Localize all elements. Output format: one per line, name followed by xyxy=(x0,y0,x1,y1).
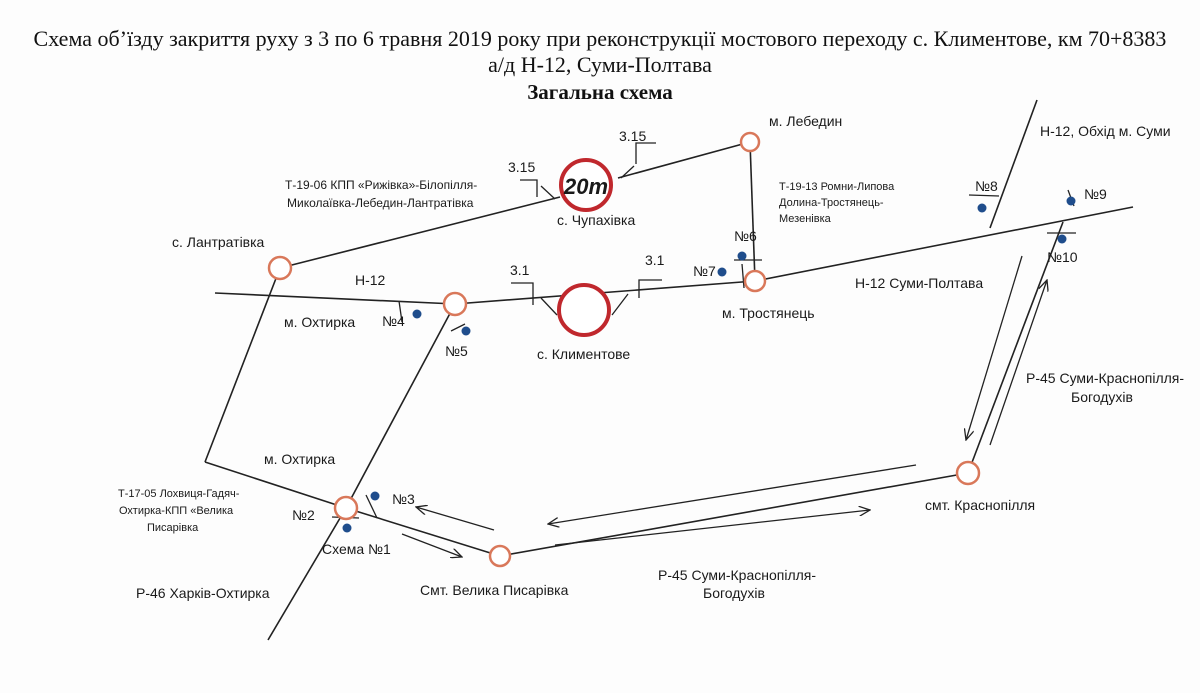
marker-n7 xyxy=(717,267,727,277)
sign-labels: 3.15 3.15 3.1 3.1 xyxy=(508,128,665,278)
weight-limit-sign xyxy=(559,158,613,212)
label-lebedyn: м. Лебедин xyxy=(769,113,842,129)
place-labels: м. Лебедин с. Чупахівка с. Лантратівка м… xyxy=(172,113,1035,598)
label-n7: №7 xyxy=(693,263,716,279)
label-klymentove: с. Климентове xyxy=(537,346,630,362)
arrow-east-1 xyxy=(554,510,870,546)
label-t1705-1: Т-17-05 Лохвиця-Гадяч- xyxy=(118,488,240,500)
marker-n2 xyxy=(342,523,352,533)
marker-n8 xyxy=(977,203,987,213)
node-krasnopillia xyxy=(955,460,981,486)
arrow-north-r45 xyxy=(989,280,1047,446)
label-sign-3-1-left: 3.1 xyxy=(510,262,530,278)
marker-n4 xyxy=(412,309,422,319)
node-okhtyrka-north xyxy=(442,291,468,317)
label-n10: №10 xyxy=(1047,249,1078,265)
label-p45-right-2: Богодухів xyxy=(1071,389,1133,405)
road-h12-bypass xyxy=(989,99,1038,229)
label-n3: №3 xyxy=(392,491,415,507)
arrow-to-okhtyrka xyxy=(416,507,495,531)
label-trostianets: м. Тростянець xyxy=(722,305,815,321)
point-markers xyxy=(342,196,1076,533)
road-labels: Т-19-06 КПП «Рижівка»-Білопілля- Миколаї… xyxy=(118,123,1184,601)
settlement-nodes xyxy=(267,131,981,568)
road-okhtyrka-west xyxy=(204,461,347,509)
node-lantrativka xyxy=(267,255,293,281)
marker-n9 xyxy=(1066,196,1076,206)
label-n9: №9 xyxy=(1084,186,1107,202)
marker-n6 xyxy=(737,251,747,261)
node-trostianets xyxy=(743,269,767,293)
label-h12-sp: Н-12 Суми-Полтава xyxy=(855,275,983,291)
arrow-south-r45 xyxy=(966,255,1023,440)
map-title-road: а/д Н-12, Суми-Полтава xyxy=(488,52,712,77)
road-t1913 xyxy=(749,141,756,282)
label-n5: №5 xyxy=(445,343,468,359)
road-p45-east xyxy=(967,221,1064,474)
label-t1913-1: Т-19-13 Ромни-Липова xyxy=(779,181,895,193)
road-p46 xyxy=(267,507,347,641)
label-okhtyrka-north: м. Охтирка xyxy=(284,314,355,330)
label-chupakhivka: с. Чупахівка xyxy=(557,212,635,228)
road-t1906-west xyxy=(279,196,561,269)
bridge-closure-circle xyxy=(557,283,611,337)
label-sign-3-15-right: 3.15 xyxy=(619,128,646,144)
marker-n5 xyxy=(461,326,471,336)
node-lebedyn xyxy=(739,131,761,153)
label-okhtyrka-south: м. Охтирка xyxy=(264,451,335,467)
sign-3-15-left xyxy=(520,179,538,197)
node-pysarivka xyxy=(488,544,512,568)
label-sign-3-15-left: 3.15 xyxy=(508,159,535,175)
road-lantrativka-south xyxy=(204,267,281,463)
label-n4: №4 xyxy=(382,313,405,329)
label-scheme-1: Схема №1 xyxy=(322,541,391,557)
label-n8: №8 xyxy=(975,178,998,194)
point-labels: №2 №3 №4 №5 №6 №7 №8 №9 №10 Схема №1 xyxy=(292,178,1107,557)
label-t1913-3: Мезенівка xyxy=(779,213,832,225)
label-pysarivka: Смт. Велика Писарівка xyxy=(420,582,569,598)
label-t1913-2: Долина-Тростянець- xyxy=(779,197,884,209)
label-t1906-2: Миколаївка-Лебедин-Лантратівка xyxy=(287,196,474,210)
road-t1705 xyxy=(345,303,456,509)
label-h12: Н-12 xyxy=(355,272,386,288)
arrow-to-pysarivka xyxy=(401,533,462,557)
sign-3-1-right xyxy=(638,279,662,298)
label-krasnopillia: смт. Краснопілля xyxy=(925,497,1035,513)
sign-3-1-left xyxy=(511,282,534,305)
weight-limit-text: 20т xyxy=(563,174,608,199)
label-p46: Р-46 Харків-Охтирка xyxy=(136,585,270,601)
sign-symbols xyxy=(511,142,662,316)
arrow-west-1 xyxy=(548,464,917,524)
road-t1906-east xyxy=(617,141,751,179)
road-p45-bottom xyxy=(345,507,501,557)
label-t1705-2: Охтирка-КПП «Велика xyxy=(119,505,234,517)
label-lantrativka: с. Лантратівка xyxy=(172,234,265,250)
node-okhtyrka-south xyxy=(333,495,359,521)
label-p45-bottom-1: Р-45 Суми-Краснопілля- xyxy=(658,567,816,583)
road-network xyxy=(204,99,1134,641)
detour-arrows xyxy=(401,255,1047,557)
road-h12-east xyxy=(754,206,1134,282)
marker-n3 xyxy=(370,491,380,501)
label-h12-bypass: Н-12, Обхід м. Суми xyxy=(1040,123,1171,139)
map-subtitle: Загальна схема xyxy=(527,80,673,104)
map-title: Схема об’їзду закриття руху з 3 по 6 тра… xyxy=(33,26,1167,51)
label-n6: №6 xyxy=(734,228,757,244)
label-n2: №2 xyxy=(292,507,315,523)
road-h12-west xyxy=(214,292,456,305)
road-h12-mid xyxy=(454,280,756,305)
point-ticks xyxy=(331,189,1076,519)
label-t1705-3: Писарівка xyxy=(147,522,199,534)
label-p45-right-1: Р-45 Суми-Краснопілля- xyxy=(1026,370,1184,386)
label-p45-bottom-2: Богодухів xyxy=(703,585,765,601)
label-sign-3-1-right: 3.1 xyxy=(645,252,665,268)
marker-n10 xyxy=(1057,234,1067,244)
label-t1906-1: Т-19-06 КПП «Рижівка»-Білопілля- xyxy=(285,178,477,192)
sign-3-15-right xyxy=(635,142,656,164)
